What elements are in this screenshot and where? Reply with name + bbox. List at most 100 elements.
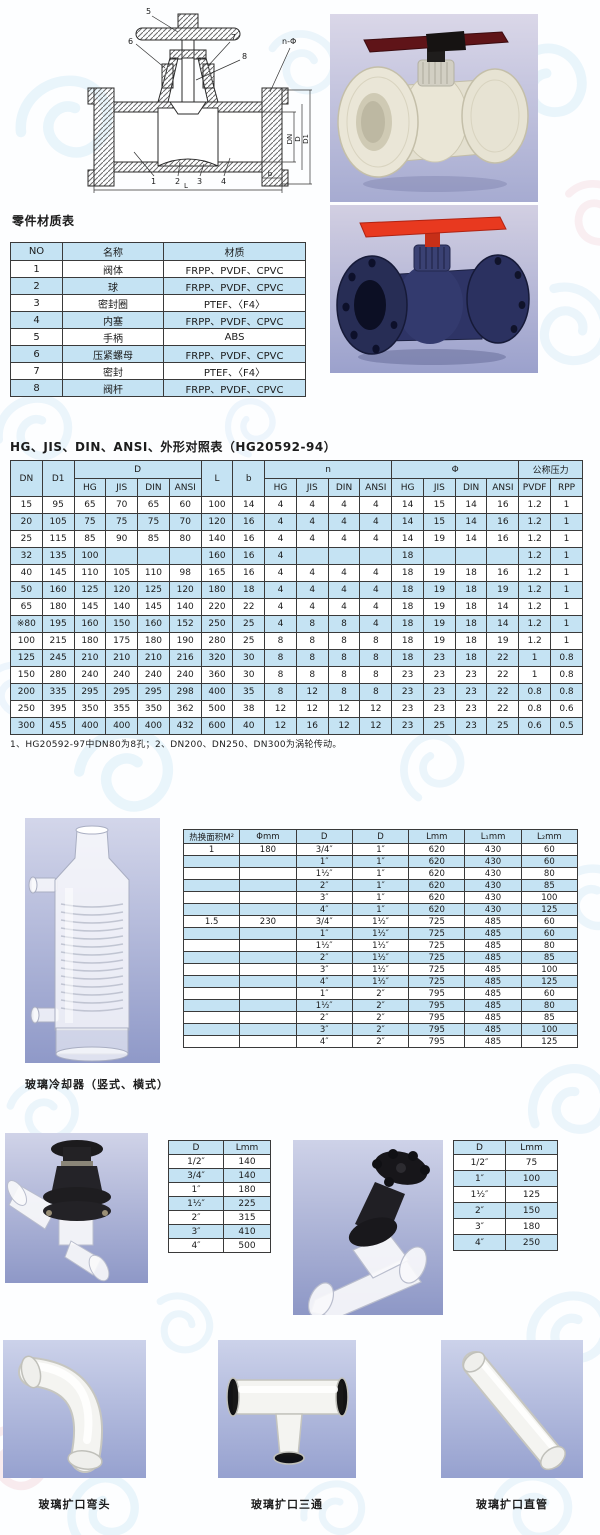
table-cell: 430 [464,903,522,916]
table-cell: 240 [105,666,139,684]
table-cell: 485 [464,999,522,1012]
table-cell: 160 [73,615,107,633]
table-cell: FRPP、PVDF、CPVC [163,277,306,295]
table-cell: 85 [520,1011,579,1024]
table-row: 1″ 1½″ 725 485 60 [182,927,579,940]
table-cell: ※80 [10,615,43,633]
col-d1: D1 [41,460,75,497]
table-cell: 1.2 [518,496,552,514]
table-cell: 阀体 [62,260,164,278]
table-cell: 22 [486,700,520,718]
col-din: DIN [327,478,361,497]
table-row: 1.5 230 3/4″ 1½″ 725 485 60 [182,915,579,928]
table-cell: 15 [422,513,456,531]
table-cell: 16 [232,547,266,565]
table-cell [239,855,297,868]
table-cell: 400 [200,683,234,701]
table-cell: 1½″ [453,1186,506,1203]
table-cell: 125 [505,1186,558,1203]
callout-8: 8 [242,52,247,61]
table-cell: 80 [520,939,579,952]
table-cell: 1.2 [518,632,552,650]
table-cell: 18 [454,632,488,650]
table-cell: 12 [295,700,329,718]
table-cell: 3″ [295,891,353,904]
table-cell: 430 [464,891,522,904]
table-cell: PTEF、〈F4〉 [163,294,306,312]
table-row: 6 压紧螺母 FRPP、PVDF、CPVC [10,345,306,363]
table-cell: 20 [10,513,43,531]
table-cell: 6 [10,345,63,363]
table-cell: 1½″ [295,867,353,880]
table-cell: 35 [232,683,266,701]
table-row: 100 215 180 175 180 190 280 25 8 8 8 8 18 19 18 19 1.2 1 [10,632,583,650]
table-cell: 4 [264,615,297,633]
table-cell: 4 [359,581,393,599]
table-cell: 140 [223,1154,271,1169]
table-cell: 18 [454,598,488,616]
table-cell: 19 [486,632,520,650]
table-cell: 2″ [351,999,410,1012]
table-cell: 1.2 [518,615,552,633]
table-cell: 70 [105,496,139,514]
table-cell: 14 [454,496,488,514]
table-cell: 4 [359,598,393,616]
table-cell: 38 [232,700,266,718]
column-header: 材质 [163,242,306,261]
table-cell: 1 [550,530,583,548]
table-row: 1/2″ 140 [168,1154,271,1169]
table-cell: 485 [464,963,522,976]
table-cell: 120 [105,581,139,599]
table-cell: 1.2 [518,513,552,531]
table-cell: 100 [10,632,43,650]
table-cell: 4 [327,564,361,582]
table-cell [359,547,393,565]
table-cell: 0.8 [550,683,583,701]
table-cell: 22 [232,598,266,616]
col-rpp: RPP [550,478,583,497]
table-row: 1″ 100 [453,1170,558,1187]
photo-glass-valve-left [5,1133,148,1283]
header-row-groups: DN D1 D L b n Φ 公称压力 [10,460,583,497]
table-cell: 0.8 [518,683,552,701]
table-cell: 190 [168,632,202,650]
table-cell: 19 [422,632,456,650]
parts-table-title: 零件材质表 [12,214,75,228]
table-cell: 400 [73,717,107,735]
table-cell: 4 [295,496,329,514]
table-cell: 23 [391,666,424,684]
table-cell [182,975,241,988]
table-cell: 725 [408,951,466,964]
column-header: 名称 [62,242,164,261]
table-cell: 19 [422,564,456,582]
table-cell: 210 [105,649,139,667]
table-cell: 100 [505,1170,558,1187]
table-cell: 16 [295,717,329,735]
table-cell: 2″ [295,879,353,892]
table-cell: 4 [295,564,329,582]
table-cell: 400 [137,717,170,735]
table-cell: 23 [391,683,424,701]
table-cell: 90 [105,530,139,548]
dim-label-b: b [268,170,273,178]
table-cell: 795 [408,987,466,1000]
dim-table-footnote: 1、HG20592-97中DN80为8孔；2、DN200、DN250、DN300… [10,740,342,750]
table-cell: 145 [137,598,170,616]
table-cell: 4 [359,615,393,633]
table-row: 3 密封圈 PTEF、〈F4〉 [10,294,306,312]
group-pressure: 公称压力 [518,460,583,479]
label-n-phi: n-Φ [282,37,296,46]
table-cell: 22 [486,666,520,684]
table-cell: 8 [327,649,361,667]
column-header: Φmm [239,829,297,844]
table-cell: 1/2″ [453,1154,506,1171]
table-cell: 80 [168,530,202,548]
table-cell [182,927,241,940]
table-cell: 3″ [295,1023,353,1036]
table-cell: 18 [391,632,424,650]
column-header: 热换面积M² [182,829,241,844]
table-cell: 14 [391,530,424,548]
col-ansi: ANSI [486,478,520,497]
table-cell: 23 [391,700,424,718]
